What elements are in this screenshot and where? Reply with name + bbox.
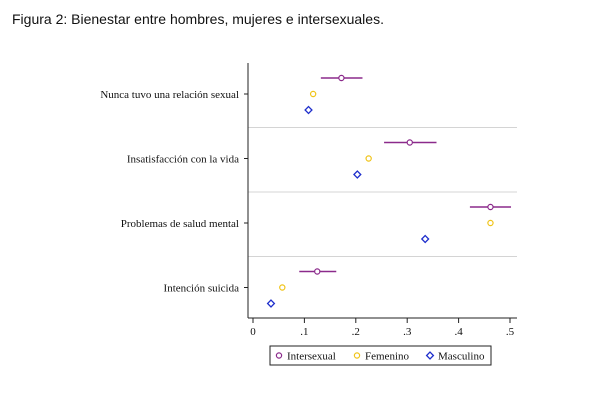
point-femenino	[279, 284, 286, 291]
category-label: Insatisfacción con la vida	[127, 154, 239, 166]
x-tick-label: .5	[506, 326, 515, 338]
figure-caption: Figura 2: Bienestar entre hombres, mujer…	[12, 11, 384, 27]
legend-marker-femenino	[353, 352, 361, 359]
point-femenino	[487, 219, 494, 227]
axes	[247, 63, 517, 319]
point-intersexual	[487, 203, 494, 211]
x-tick-label: .2	[352, 326, 360, 338]
category-labels: Nunca tuvo una relación sexual Insatisfac…	[100, 89, 248, 295]
point-masculino	[420, 234, 430, 244]
point-femenino	[365, 155, 372, 162]
legend-label-masculino: Masculino	[438, 351, 485, 363]
point-masculino	[266, 299, 276, 308]
legend-marker-intersexual	[275, 352, 283, 359]
x-tick-label: 0	[250, 326, 256, 338]
x-ticks: 0 .1 .2 .3 .4 .5	[250, 318, 515, 338]
point-intersexual	[314, 268, 321, 275]
point-masculino	[304, 105, 313, 115]
category-label: Nunca tuvo una relación sexual	[100, 89, 239, 101]
legend: Intersexual Femenino Masculino	[269, 345, 492, 366]
point-femenino	[309, 90, 317, 98]
x-tick-label: .4	[454, 326, 463, 338]
group-separators	[248, 127, 517, 257]
x-tick-label: .3	[403, 326, 412, 338]
point-intersexual	[338, 74, 345, 82]
point-masculino	[353, 170, 362, 179]
legend-box	[269, 345, 492, 366]
legend-label-intersexual: Intersexual	[287, 351, 336, 363]
point-intersexual	[406, 139, 413, 146]
legend-marker-masculino	[425, 351, 435, 360]
legend-label-femenino: Femenino	[365, 351, 409, 363]
x-tick-label: .1	[300, 326, 308, 338]
category-label: Problemas de salud mental	[121, 218, 239, 230]
category-label: Intención suicida	[164, 283, 240, 295]
data-marks	[266, 74, 512, 308]
